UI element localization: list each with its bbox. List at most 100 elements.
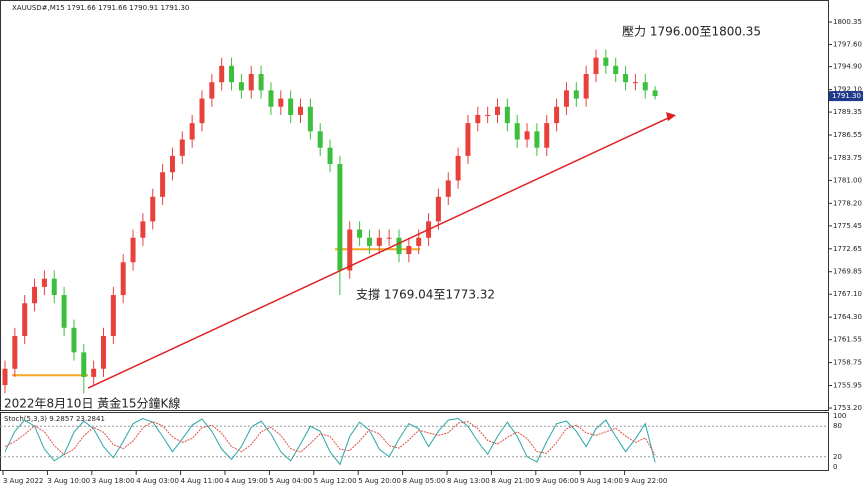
y-tick-label: 1761.55: [833, 336, 862, 344]
candle-body: [534, 131, 540, 148]
stoch-tick-label: 80: [833, 422, 842, 430]
stoch-line: [4, 421, 656, 456]
y-tick-label: 1769.85: [833, 268, 862, 276]
x-tick-label: 3 Aug 10:00: [47, 477, 90, 485]
candle-body: [642, 82, 648, 91]
main-panel: [0, 0, 829, 411]
candle-body: [12, 335, 18, 369]
stoch-panel: [0, 412, 829, 471]
x-tick-label: 5 Aug 04:00: [269, 477, 312, 485]
candle-body: [386, 237, 392, 239]
candle-body: [544, 123, 550, 148]
y-tick-label: 1783.75: [833, 154, 862, 162]
candle-body: [81, 352, 87, 377]
trend-line: [87, 116, 671, 389]
y-tick-label: 1755.95: [833, 382, 862, 390]
candle-body: [593, 57, 599, 75]
candle-body: [435, 196, 441, 222]
y-tick-label: 1797.60: [833, 41, 862, 49]
candle-body: [554, 106, 560, 124]
candle-body: [2, 368, 8, 386]
x-tick-label: 8 Aug 21:00: [491, 477, 534, 485]
candle-body: [22, 303, 28, 336]
chart-title: 2022年8月10日 黃金15分鐘K線: [4, 396, 180, 411]
candle-body: [41, 278, 47, 287]
candle-body: [268, 90, 274, 107]
candle-body: [120, 262, 126, 296]
y-tick-label: 1789.35: [833, 108, 862, 116]
stoch-label: Stoch(5,3,3) 9.2857 23.2841: [4, 415, 105, 423]
y-tick-label: 1800.35: [833, 18, 862, 26]
y-tick-label: 1786.55: [833, 131, 862, 139]
x-tick-label: 9 Aug 06:00: [536, 477, 579, 485]
stoch-tick-label: 100: [833, 412, 846, 420]
candle-body: [91, 368, 97, 377]
x-tick-label: 5 Aug 12:00: [314, 477, 357, 485]
y-tick-label: 1781.00: [833, 176, 862, 184]
candle-body: [71, 327, 77, 353]
candle-body: [416, 237, 422, 246]
candle-body: [524, 131, 530, 140]
candle-body: [219, 65, 225, 83]
candle-body: [652, 90, 658, 97]
candle-body: [603, 57, 609, 66]
y-tick-label: 1792.10: [833, 86, 862, 94]
candle-body: [140, 221, 146, 238]
candle-body: [317, 131, 323, 148]
candle-body: [51, 278, 57, 296]
candle-body: [32, 286, 38, 304]
y-tick-label: 1764.30: [833, 313, 862, 321]
candle-body: [110, 295, 116, 336]
candle-body: [632, 82, 638, 84]
x-tick-label: 8 Aug 05:00: [403, 477, 446, 485]
x-tick-label: 3 Aug 18:00: [92, 477, 135, 485]
y-tick-label: 1772.65: [833, 245, 862, 253]
stoch-tick-label: 20: [833, 453, 842, 461]
candle-body: [327, 147, 333, 165]
candle-body: [514, 123, 520, 140]
candle-body: [199, 98, 205, 124]
y-tick-label: 1775.45: [833, 222, 862, 230]
candle-body: [583, 74, 589, 99]
candle-body: [189, 123, 195, 140]
candle-body: [130, 237, 136, 263]
candle-body: [229, 65, 235, 83]
annotation: 支撐 1769.04至1773.32: [356, 288, 495, 302]
candle-body: [278, 98, 284, 107]
candle-body: [169, 155, 175, 173]
candle-body: [150, 196, 156, 222]
candle-body: [485, 114, 491, 116]
candle-body: [258, 74, 264, 91]
candle-body: [209, 82, 215, 99]
y-tick-label: 1794.90: [833, 63, 862, 71]
candle-body: [376, 237, 382, 246]
candle-body: [337, 164, 343, 271]
stoch-line: [4, 418, 656, 466]
candle-body: [238, 82, 244, 91]
candle-body: [61, 295, 67, 328]
x-tick-label: 9 Aug 14:00: [580, 477, 623, 485]
x-tick-label: 3 Aug 2022: [3, 477, 43, 485]
candle-body: [160, 172, 166, 197]
candle-body: [455, 155, 461, 181]
header: XAUUSD#,M15 1791.66 1791.66 1790.91 1791…: [12, 4, 189, 12]
candle-body: [298, 106, 303, 115]
candle-body: [248, 74, 254, 91]
x-tick-label: 8 Aug 13:00: [447, 477, 490, 485]
candle-body: [504, 106, 510, 124]
candle-body: [465, 123, 471, 156]
last-price-label: 1791.30: [832, 92, 861, 100]
candle-body: [573, 90, 579, 99]
candle-body: [613, 65, 619, 75]
candle-body: [563, 90, 569, 107]
x-tick-label: 4 Aug 19:00: [225, 477, 268, 485]
candle-body: [475, 114, 481, 124]
candle-body: [179, 139, 185, 156]
candle-body: [288, 98, 294, 115]
stoch-tick-label: 0: [833, 463, 837, 471]
candle-body: [101, 335, 106, 369]
candle-body: [366, 237, 372, 246]
candle-body: [406, 245, 412, 255]
x-tick-label: 4 Aug 03:00: [136, 477, 179, 485]
